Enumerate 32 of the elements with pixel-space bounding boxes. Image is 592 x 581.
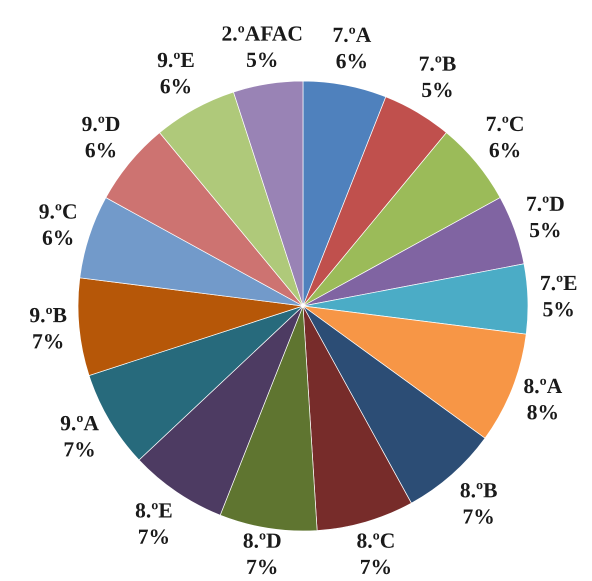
data-label: 8% <box>527 404 557 420</box>
data-label: 7% <box>247 560 276 574</box>
data-label: 5% <box>246 52 276 68</box>
data-label: 7% <box>360 560 390 574</box>
data-label: 5% <box>422 82 452 98</box>
slice-label: 9.ºA <box>60 416 99 430</box>
slice-label: 7.ºA <box>334 28 372 42</box>
data-label: 7% <box>64 442 94 457</box>
slice-label: 8.ºD <box>244 533 281 548</box>
slice-label: 2.ºAFAC <box>222 26 302 41</box>
slice-label: 7.ºD <box>527 196 564 212</box>
data-label: 6% <box>490 142 520 158</box>
slice-label: 9.ºE <box>158 52 194 68</box>
data-label: 6% <box>160 78 190 94</box>
data-label: 6% <box>86 142 116 158</box>
slice-label: 9.ºB <box>30 308 66 322</box>
slice-label: 7.ºB <box>420 56 456 71</box>
slice-label: 9.ºD <box>82 116 120 132</box>
slice-label: 8.ºC <box>357 533 394 548</box>
slice-label: 7.ºE <box>541 276 576 290</box>
slice-label: 8.ºE <box>136 503 172 518</box>
data-label: 6% <box>42 230 72 246</box>
data-label: 6% <box>336 54 366 68</box>
slice-label: 9.ºC <box>39 204 76 219</box>
data-label: 7% <box>464 509 493 524</box>
data-label: 7% <box>33 334 62 349</box>
data-label: 5% <box>530 222 560 238</box>
slice-label: 7.ºC <box>486 116 523 132</box>
slice-label: 8.ºB <box>460 482 497 498</box>
slice-label: 8.ºA <box>524 378 562 394</box>
data-label: 5% <box>543 302 573 317</box>
data-label: 7% <box>138 529 168 544</box>
